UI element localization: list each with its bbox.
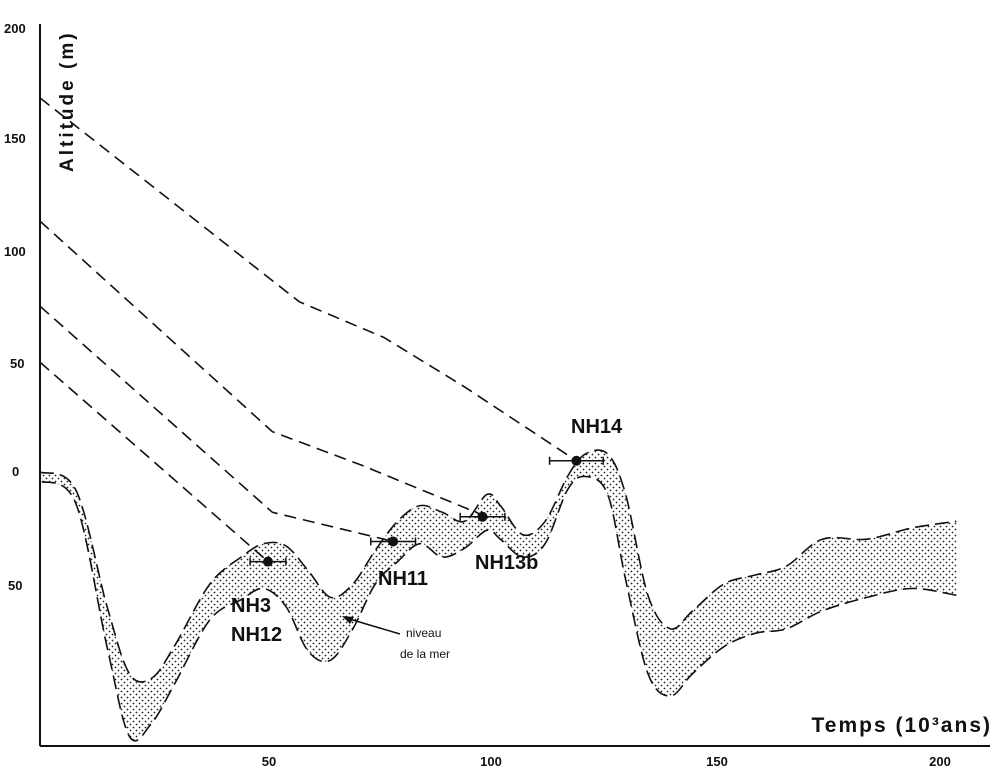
sea-level-band-fill: [40, 450, 957, 741]
point-label-nh11: NH11: [378, 568, 428, 590]
y-tick-label: 100: [4, 244, 26, 259]
point-label-nh3: NH3: [231, 595, 271, 617]
x-tick-label: 200: [929, 754, 951, 769]
x-tick-label: 100: [480, 754, 502, 769]
data-point: [571, 455, 582, 466]
terrace-line-4: [39, 361, 269, 563]
point-label-nh13b: NH13b: [475, 552, 538, 574]
y-axis-title: Altitude (m): [57, 30, 78, 172]
y-tick-label: 50: [8, 578, 22, 593]
x-tick-label: 50: [262, 754, 276, 769]
data-point: [388, 536, 399, 547]
x-tick-label: 150: [706, 754, 728, 769]
annotation-niveau: niveau: [406, 626, 441, 640]
x-axis-title: Temps (10³ans): [812, 714, 993, 737]
annotation-arrowhead: [342, 616, 354, 624]
y-tick-label: 150: [4, 131, 26, 146]
point-label-nh12: NH12: [231, 624, 282, 646]
data-point: [262, 556, 273, 567]
terrace-line-1: [39, 97, 577, 462]
sea-level-band-lower-line: [39, 475, 957, 742]
data-point: [477, 511, 488, 522]
sea-level-band-upper-line: [39, 449, 957, 683]
y-tick-label: 50: [10, 356, 24, 371]
terrace-line-2: [39, 220, 488, 518]
y-tick-label: 0: [12, 464, 19, 479]
y-tick-label: 200: [4, 21, 26, 36]
terrace-line-3: [39, 305, 394, 543]
annotation-arrow-line: [345, 617, 401, 635]
point-label-nh14: NH14: [571, 416, 623, 438]
annotation-de-la-mer: de la mer: [400, 647, 450, 661]
